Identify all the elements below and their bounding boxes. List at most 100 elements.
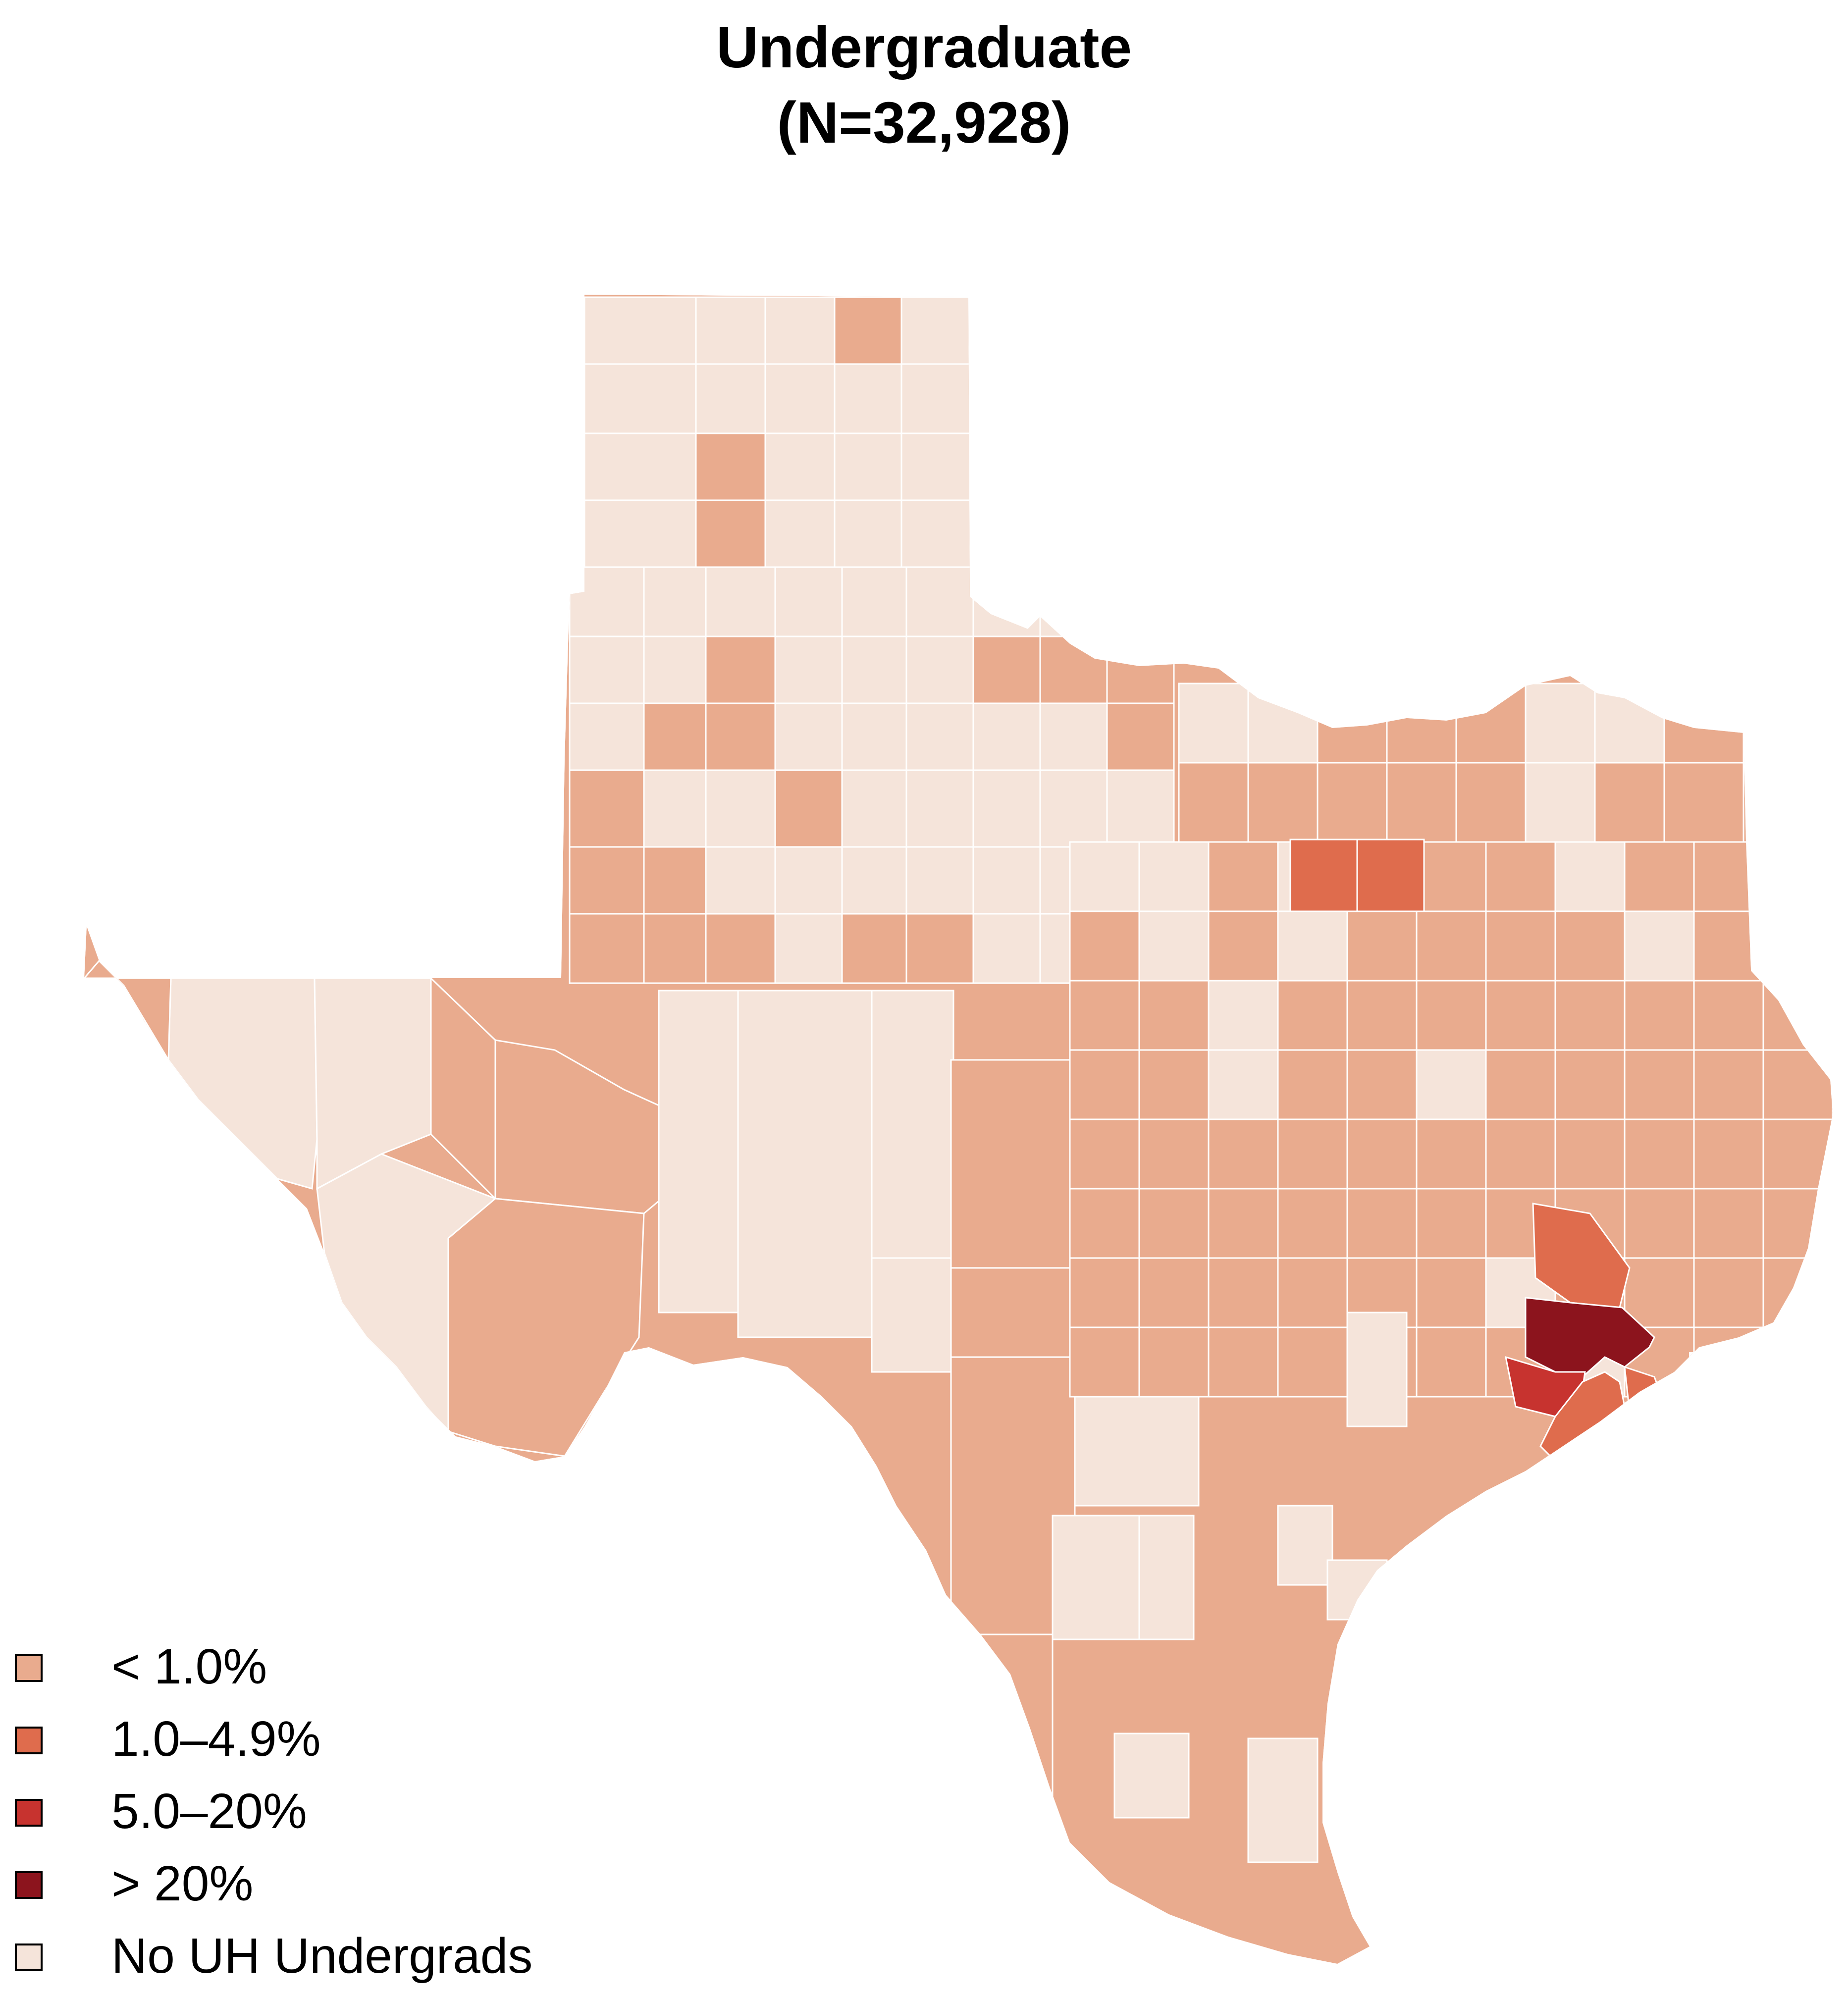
title-line-2: (N=32,928) [777,90,1071,156]
county-lt1 [1069,1049,1140,1120]
county-lt1 [1554,980,1626,1051]
county-lt1 [1039,635,1108,704]
county-lt1 [1624,1188,1695,1259]
county-lt1 [705,913,776,984]
county-lt1 [952,1633,1054,1873]
county-lt1 [1624,1049,1695,1120]
county-none [905,702,974,771]
county-none [871,1257,952,1373]
county-lt1 [1069,980,1140,1051]
county-none [834,499,902,568]
county-lt1 [1277,1257,1348,1328]
county-lt1 [1624,1257,1695,1328]
county-none [834,363,902,434]
county-lt1 [1069,1118,1140,1190]
county-lt1 [1138,1257,1210,1328]
county-none [1416,1049,1487,1120]
county-lt1 [569,769,645,848]
county-lt1 [1138,1326,1210,1398]
county-lt1 [1762,1326,1833,1398]
county-none [1525,762,1596,843]
county-lt1 [1624,980,1695,1051]
county-lt1 [1277,1049,1348,1120]
county-lt1 [834,296,902,365]
legend-swatch [15,1943,43,1971]
county-none [1624,910,1695,982]
county-lt1 [1178,762,1249,843]
county-lt1 [1138,1118,1210,1190]
legend-label: 1.0–4.9% [111,1711,321,1767]
county-none [905,635,974,704]
county-lt1 [972,635,1041,704]
county-none [1138,910,1210,982]
county-lt1 [1208,1118,1279,1190]
county-lt1 [1693,1049,1764,1120]
county-none [774,846,843,915]
county-lt1 [705,635,776,704]
county-lt1 [1277,980,1348,1051]
county-none [705,566,776,637]
county-none [1069,841,1140,912]
county-none [1247,1737,1319,1863]
county-lt1 [1693,1257,1764,1328]
county-lt1 [569,913,645,984]
county-lt1 [1106,702,1175,771]
county-lt1 [1624,841,1695,912]
legend-swatch [15,1799,43,1827]
county-lt1 [1693,1326,1764,1398]
county-none [737,990,873,1338]
county-lt1 [1277,1118,1348,1190]
county-lt1 [1106,635,1175,704]
county-none [905,566,974,637]
county-none [764,432,836,501]
county-lt1 [1554,910,1626,982]
county-lt1 [905,913,974,984]
county-none [643,769,707,848]
county-none [841,566,907,637]
county-lt1 [1069,910,1140,982]
county-none [1277,910,1348,982]
county-lt1 [695,499,766,568]
county-lt1 [1208,1257,1279,1328]
county-none [695,296,766,365]
county-none [972,846,1041,915]
county-lt1 [1416,1326,1487,1398]
county-lt1 [1416,1118,1487,1190]
county-none [905,769,974,848]
legend-swatch [15,1727,43,1754]
county-lt1 [1138,1188,1210,1259]
county-none [1326,1559,1388,1621]
county-lt1 [1485,910,1556,982]
county-lt1 [1069,1326,1140,1398]
county-lt1 [1485,841,1556,912]
county-none [764,296,836,365]
county-none [1247,683,1319,764]
county-lt1 [705,702,776,771]
county-lt1 [1138,980,1210,1051]
county-lt1 [1693,1188,1764,1259]
county-none [1039,702,1108,771]
county-lt1 [1416,1188,1487,1259]
county-none [972,566,1041,637]
county-none [1113,1733,1190,1819]
county-none [1138,1515,1195,1640]
county-lt1 [1069,1257,1140,1328]
county-lt1 [1663,683,1744,764]
county-lt1 [1416,1257,1487,1328]
county-lt1 [1554,1118,1626,1190]
county-lt1 [1208,1188,1279,1259]
county-none [1106,769,1175,848]
county-lt1 [1762,980,1833,1051]
county-none [764,363,836,434]
county-none [1525,683,1596,764]
county-none [1052,1515,1140,1640]
county-none [841,769,907,848]
county-lt1 [1346,1188,1418,1259]
county-none [1346,1312,1408,1427]
county-none [900,432,972,501]
county-none [583,296,697,365]
county-none [871,990,954,1259]
county-none [774,702,843,771]
county-none [583,363,697,434]
